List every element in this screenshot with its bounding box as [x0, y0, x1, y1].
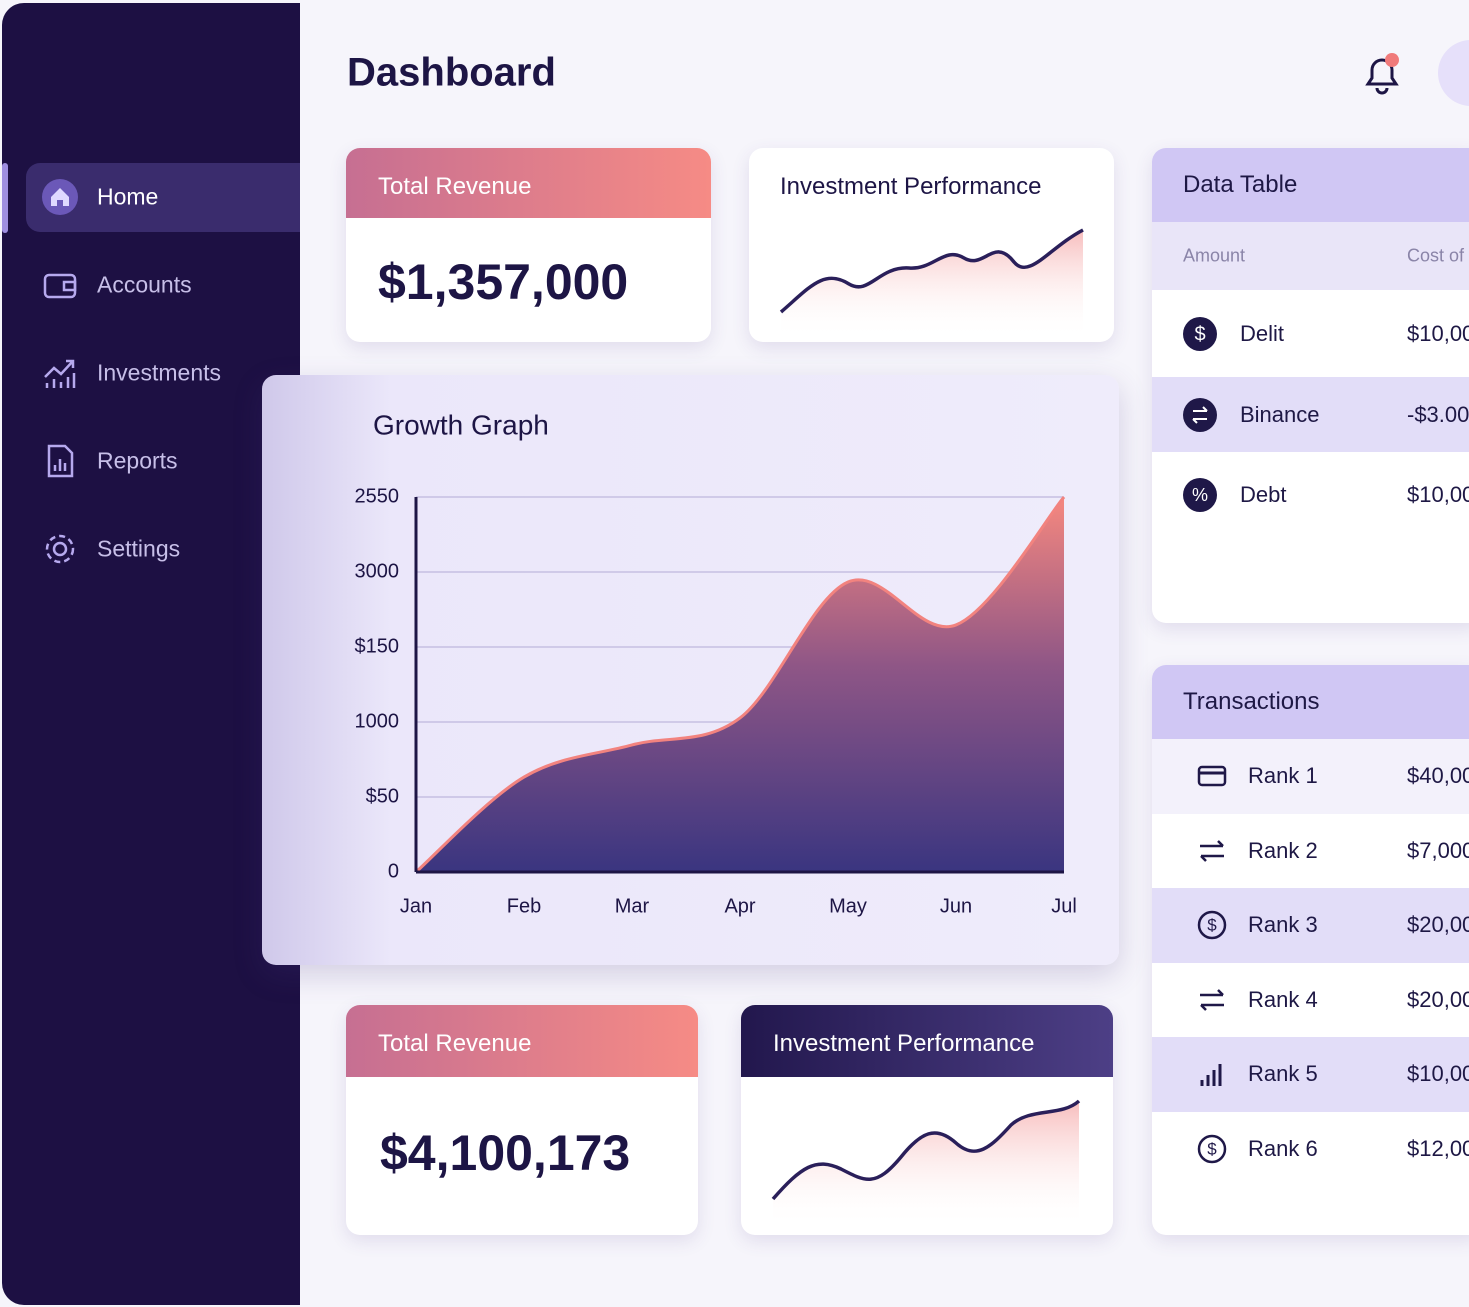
y-tick-label: 2550 [355, 485, 400, 507]
y-tick-label: 3000 [355, 560, 400, 582]
row-icon: $ [1197, 1134, 1227, 1163]
row-name: Debt [1240, 481, 1287, 507]
data-table: Data Table Amount Cost of $ Delit $10,00… [1152, 148, 1469, 623]
row-amount: $7,000 [1407, 837, 1469, 863]
card-title: Total Revenue [378, 173, 532, 200]
nav-item[interactable]: Investments [97, 359, 221, 386]
svg-text:%: % [1192, 484, 1208, 504]
svg-text:$: $ [1194, 323, 1205, 345]
table-title: Transactions [1183, 688, 1320, 715]
nav-item[interactable]: Settings [97, 535, 181, 562]
sparkline [771, 1099, 1081, 1227]
area [416, 497, 1064, 872]
row-amount: $20,000 [1407, 986, 1469, 1012]
x-tick-label: Jun [940, 895, 972, 917]
card-value: $1,357,000 [378, 254, 629, 310]
row-amount: $12,000 [1407, 1135, 1469, 1161]
y-tick-label: 1000 [355, 710, 400, 732]
row-icon [1200, 1064, 1222, 1087]
nav-item[interactable]: Accounts [97, 271, 192, 298]
active-indicator [2, 163, 8, 233]
card-header: Total Revenue [346, 1005, 698, 1077]
nav-item[interactable]: Home [97, 183, 159, 210]
x-tick-label: Jan [400, 895, 432, 917]
transaction-row[interactable]: Rank 5 $10,000 [1152, 1037, 1469, 1112]
card-title: Investment Performance [773, 1030, 1035, 1057]
row-amount: $40,000 [1407, 763, 1469, 789]
row-name: Rank 5 [1248, 1061, 1318, 1087]
table-row[interactable]: $ Delit $10,000 [1152, 290, 1469, 377]
row-amount: $10,000 [1407, 1061, 1469, 1087]
row-name: Rank 1 [1248, 763, 1318, 789]
y-tick-label: $50 [366, 785, 399, 807]
svg-text:$: $ [1207, 1139, 1217, 1158]
notification-bell[interactable] [1358, 48, 1406, 96]
revenue-card: Total Revenue $1,357,000 [346, 148, 711, 342]
card-title: Total Revenue [378, 1030, 532, 1057]
row-amount: $10,000 [1407, 481, 1469, 507]
y-tick-label: $150 [355, 635, 400, 657]
page-title: Dashboard [347, 50, 556, 95]
card-header: Total Revenue [346, 148, 711, 218]
row-icon [1200, 839, 1224, 862]
avatar[interactable] [1438, 40, 1469, 106]
svg-text:$: $ [1207, 916, 1217, 935]
row-name: Delit [1240, 320, 1285, 346]
chart-title: Growth Graph [373, 409, 549, 440]
accounts-icon [43, 273, 77, 299]
settings-icon [45, 534, 75, 564]
x-tick-label: Apr [724, 895, 755, 917]
row-name: Rank 4 [1248, 986, 1318, 1012]
x-tick-label: Mar [615, 895, 650, 917]
row-icon: $ [1197, 911, 1227, 940]
card-title: Investment Performance [780, 173, 1042, 200]
row-amount: $20,000 [1407, 912, 1469, 938]
dollar-icon: $ [1183, 316, 1217, 351]
column-header: Amount [1183, 245, 1246, 266]
table-header: Transactions [1152, 665, 1469, 739]
performance-card: Investment Performance [749, 148, 1114, 342]
table-header: Data Table [1152, 148, 1469, 222]
row-name: Rank 6 [1248, 1135, 1318, 1161]
swap-icon [1183, 397, 1217, 432]
x-tick-label: Feb [507, 895, 541, 917]
x-tick-label: May [829, 895, 867, 917]
growth-card: Growth Graph 0 $50 1000 $150 3000 2550 Jan Feb M… [262, 375, 1119, 965]
nav-item[interactable]: Reports [97, 447, 178, 474]
transaction-row[interactable]: Rank 2 $7,000 [1152, 813, 1469, 888]
card-header: Investment Performance [741, 1005, 1113, 1077]
row-name: Rank 3 [1248, 912, 1318, 938]
area-line [415, 496, 1066, 874]
sparkline [779, 228, 1084, 338]
column-headers: Amount Cost of [1152, 222, 1469, 290]
table-title: Data Table [1183, 171, 1298, 198]
table-row[interactable]: Binance -$3.00 [1152, 377, 1469, 452]
column-header: Cost of [1407, 245, 1465, 266]
transaction-row[interactable]: Rank 1 $40,000 [1152, 739, 1469, 814]
row-icon [1200, 988, 1224, 1011]
reports-icon [47, 444, 74, 478]
row-amount: $10,000 [1407, 320, 1469, 346]
transaction-row[interactable]: $ Rank 3 $20,000 [1152, 888, 1469, 963]
row-amount: -$3.00 [1407, 401, 1469, 427]
row-icon [1197, 766, 1227, 787]
y-tick-label: 0 [388, 860, 399, 882]
transaction-row[interactable]: $ Rank 6 $12,000 [1152, 1111, 1469, 1186]
table-row[interactable]: % Debt $10,000 [1152, 452, 1469, 537]
row-name: Rank 2 [1248, 837, 1318, 863]
x-tick-label: Jul [1051, 895, 1077, 917]
chart: Growth Graph 0 $50 1000 $150 3000 2550 Jan Feb M… [355, 409, 1077, 917]
card-value: $4,100,173 [380, 1125, 631, 1181]
investments-icon [44, 359, 76, 388]
revenue-card: Total Revenue $4,100,173 [346, 1005, 698, 1235]
row-name: Binance [1240, 401, 1320, 427]
percent-icon: % [1183, 477, 1217, 512]
home-icon [42, 179, 78, 215]
performance-card: Investment Performance [741, 1005, 1113, 1235]
sidebar: Home Accounts Investments Reports Settin… [2, 3, 300, 1305]
transaction-row[interactable]: Rank 4 $20,000 [1152, 962, 1469, 1037]
transactions: Transactions Rank 1 $40,000 Rank 2 $7,000 $ R… [1152, 665, 1469, 1235]
